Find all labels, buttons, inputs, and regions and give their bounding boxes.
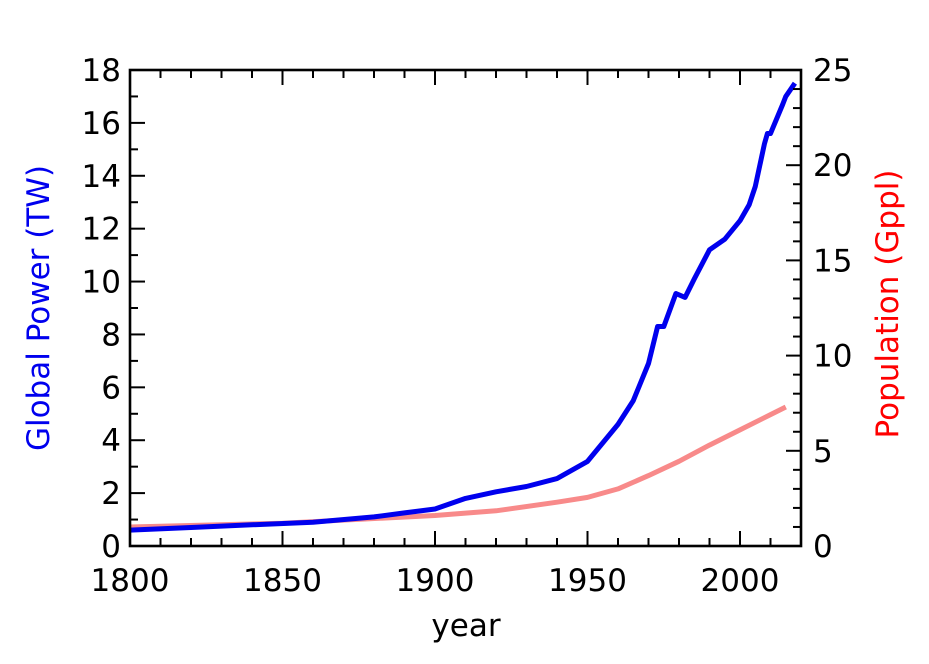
ticks <box>129 69 802 547</box>
y-right-tick-label: 25 <box>813 53 852 89</box>
plot-series <box>129 81 797 533</box>
x-tick-label: 1850 <box>243 563 322 599</box>
y-left-tick-label: 0 <box>101 529 121 565</box>
y-left-tick-label: 2 <box>101 476 121 512</box>
y-left-tick-label: 10 <box>82 265 121 301</box>
x-tick-label: 2000 <box>701 563 780 599</box>
x-axis-title: year <box>431 608 500 644</box>
right-axis-title: Population (Gppl) <box>870 170 906 439</box>
x-tick-label: 1950 <box>548 563 627 599</box>
y-left-tick-label: 14 <box>82 159 121 195</box>
y-right-tick-label: 0 <box>813 529 833 565</box>
y-right-tick-label: 20 <box>813 148 852 184</box>
y-left-tick-label: 12 <box>82 212 121 248</box>
y-right-tick-label: 10 <box>813 339 852 375</box>
power-line <box>129 81 797 533</box>
y-left-tick-label: 4 <box>101 423 121 459</box>
y-left-tick-label: 6 <box>101 370 121 406</box>
population-line <box>129 404 787 530</box>
y-left-tick-label: 18 <box>82 53 121 89</box>
y-left-tick-label: 8 <box>101 317 121 353</box>
x-tick-label: 1800 <box>91 563 170 599</box>
y-left-tick-label: 16 <box>82 106 121 142</box>
left-axis-title: Global Power (TW) <box>21 165 57 451</box>
x-tick-label: 1900 <box>396 563 475 599</box>
y-right-tick-label: 15 <box>813 243 852 279</box>
tick-labels: 1800 1850 1900 1950 2000 0 2 4 6 8 10 12 14 16 18 0 5 10 1… <box>82 53 853 599</box>
y-right-tick-label: 5 <box>813 434 833 470</box>
